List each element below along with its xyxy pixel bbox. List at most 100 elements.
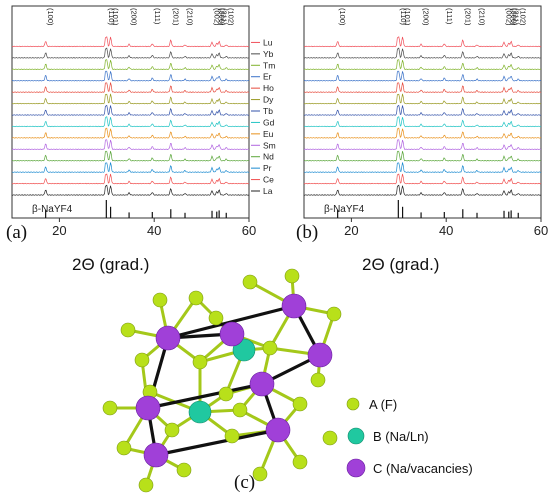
crystal-structure-illustration — [102, 268, 342, 493]
legend-label-a: A (F) — [369, 397, 397, 412]
peak-label: (211) — [512, 8, 521, 25]
peak-label: (200) — [130, 8, 139, 26]
peak-label: (200) — [422, 8, 431, 26]
xrd-panel-a: (100) (110)(101) (200) (111) (201) (210) (002)… — [11, 5, 276, 238]
peak-label: (101) — [403, 8, 412, 26]
atom-a — [252, 466, 268, 482]
atom-a — [152, 292, 168, 308]
peak-label: (111) — [445, 8, 454, 25]
atom-a — [138, 477, 154, 493]
atom-a — [102, 400, 118, 416]
legend-marker-b — [347, 427, 365, 445]
xrd-trace — [11, 127, 250, 139]
crystal-legend: A (F) B (Na/Ln) C (Na/vacancies) — [346, 397, 473, 478]
atom-a — [224, 428, 240, 444]
x-tick-label: 60 — [242, 223, 256, 238]
reference-label: β-NaYF4 — [324, 204, 365, 215]
xrd-trace — [11, 93, 250, 105]
peak-label: (100) — [46, 8, 55, 26]
xrd-trace — [303, 82, 542, 93]
xrd-trace — [303, 173, 542, 185]
x-tick-label: 40 — [439, 223, 453, 238]
legend-label-b: B (Na/Ln) — [373, 429, 429, 444]
xrd-trace — [12, 116, 250, 128]
legend-marker-a — [346, 397, 360, 411]
atom-a — [322, 430, 338, 446]
atom-a — [116, 440, 132, 456]
xrd-trace — [303, 59, 542, 70]
xrd-trace — [303, 36, 542, 48]
xrd-trace — [11, 162, 250, 173]
xrd-trace — [11, 184, 250, 196]
xrd-trace — [303, 139, 542, 150]
xrd-trace — [303, 104, 542, 116]
legend-entry: Ho — [263, 83, 274, 93]
atom-a — [232, 402, 248, 418]
legend-entry: Eu — [263, 129, 274, 139]
xrd-trace — [303, 47, 542, 59]
xrd-trace — [303, 127, 542, 139]
peak-label: (102) — [519, 8, 528, 26]
atom-a — [242, 274, 258, 290]
xrd-trace — [303, 162, 542, 173]
x-tick-label: 40 — [147, 223, 161, 238]
atom-a — [120, 322, 136, 338]
legend-entry: Gd — [263, 117, 275, 127]
peak-label: (211) — [220, 8, 229, 25]
panel-label-a: (a) — [6, 222, 27, 243]
atom-a — [284, 268, 300, 284]
x-tick-label: 20 — [52, 223, 66, 238]
peak-label: (101) — [111, 8, 120, 26]
peak-label: (110) — [399, 8, 408, 25]
xrd-trace — [11, 47, 250, 59]
atom-a — [326, 306, 342, 322]
peak-label: (300) — [509, 8, 518, 26]
legend-entry: Ce — [263, 175, 274, 185]
peak-label: (102) — [227, 8, 236, 26]
legend-entry: Er — [263, 72, 272, 82]
atom-c — [265, 417, 291, 443]
legend-entry: Dy — [263, 95, 274, 105]
peak-label: (111) — [153, 8, 162, 25]
reference-label: β-NaYF4 — [32, 204, 73, 215]
legend-entry: Yb — [263, 49, 274, 59]
atom-c — [281, 293, 307, 319]
peak-label: (300) — [217, 8, 226, 26]
xrd-trace — [303, 70, 542, 82]
x-axis-title-a: 2Θ (grad.) — [72, 255, 149, 274]
peak-label: (210) — [186, 8, 195, 26]
panel-label-b: (b) — [296, 222, 318, 243]
panel-label-c: (c) — [234, 472, 255, 493]
plot-frame — [303, 5, 542, 219]
atom-b — [232, 338, 256, 362]
atom-a — [292, 454, 308, 470]
atom-a — [208, 310, 224, 326]
atom-a — [134, 352, 150, 368]
x-axis-title-b: 2Θ (grad.) — [362, 255, 439, 274]
atom-c — [249, 371, 275, 397]
xrd-trace — [303, 93, 542, 105]
atom-a — [188, 290, 204, 306]
xrd-trace — [11, 139, 250, 150]
legend-entry: Pr — [263, 163, 272, 173]
legend-label-c: C (Na/vacancies) — [373, 461, 473, 476]
peak-label: (210) — [478, 8, 487, 26]
unit-cell-edge — [147, 382, 263, 410]
x-tick-label: 20 — [344, 223, 358, 238]
legend-entry: Tb — [263, 106, 273, 116]
atom-a — [262, 340, 278, 356]
xrd-trace — [11, 150, 250, 162]
legend-entry: Tm — [263, 60, 275, 70]
xrd-trace — [303, 184, 542, 196]
x-tick-label: 60 — [534, 223, 548, 238]
atom-a — [192, 354, 208, 370]
xrd-trace — [11, 82, 250, 93]
atom-a — [310, 372, 326, 388]
atom-b — [188, 400, 212, 424]
peak-label: (201) — [171, 8, 180, 26]
atom-c — [155, 325, 181, 351]
atom-a — [164, 422, 180, 438]
atom-c — [219, 321, 245, 347]
atom-a — [292, 396, 308, 412]
